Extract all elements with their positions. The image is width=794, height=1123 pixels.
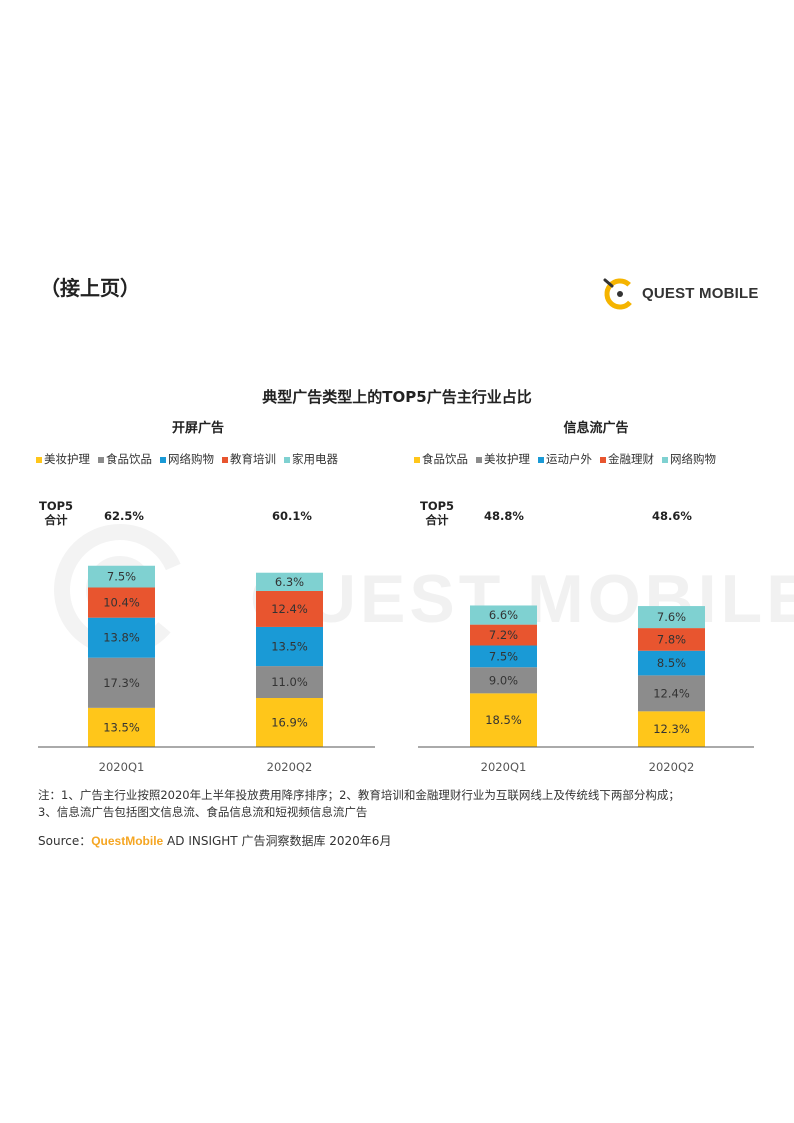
legend-swatch-1-2 <box>538 457 544 463</box>
legend-label-0-0: 美妆护理 <box>44 452 90 466</box>
source-suffix: AD INSIGHT 广告洞察数据库 2020年6月 <box>163 834 392 848</box>
bar-value-label-0-0-0: 13.5% <box>103 720 140 734</box>
quest-mobile-logo: QUEST MOBILE <box>600 272 770 316</box>
legend-label-1-1: 美妆护理 <box>484 452 530 466</box>
bar-segment-1-0-3 <box>470 624 537 646</box>
bar-value-label-1-1-1: 12.4% <box>653 686 690 700</box>
bar-value-label-1-0-2: 7.5% <box>489 649 518 663</box>
legend-swatch-1-0 <box>414 457 420 463</box>
bar-segment-1-0-0 <box>470 693 537 747</box>
legend-label-0-3: 教育培训 <box>230 452 276 466</box>
x-tick-label-0-0: 2020Q1 <box>99 760 145 774</box>
footnote: 注：1、广告主行业按照2020年上半年投放费用降序排序；2、教育培训和金融理财行… <box>38 787 680 821</box>
bar-value-label-1-0-1: 9.0% <box>489 673 518 687</box>
legend-label-0-4: 家用电器 <box>292 452 338 466</box>
total-label-0-0: TOP5 <box>39 499 73 513</box>
total-value-0-0: 62.5% <box>104 509 144 523</box>
bar-segment-0-1-2 <box>256 626 323 667</box>
bar-segment-0-0-2 <box>88 617 155 658</box>
legend-swatch-1-4 <box>662 457 668 463</box>
bar-segment-1-1-3 <box>638 628 705 651</box>
chart-subtitle-1: 信息流广告 <box>563 420 628 436</box>
chart-main-title: 典型广告类型上的TOP5广告主行业占比 <box>262 388 532 406</box>
bar-segment-1-0-2 <box>470 645 537 668</box>
bar-value-label-0-0-3: 10.4% <box>103 596 140 610</box>
footnote-line-2: 3、信息流广告包括图文信息流、食品信息流和短视频信息流广告 <box>38 805 368 819</box>
legend-label-0-2: 网络购物 <box>168 452 214 466</box>
total-label-0-1: 合计 <box>45 513 68 527</box>
bar-value-label-1-0-3: 7.2% <box>489 628 518 642</box>
legend-label-1-0: 食品饮品 <box>422 452 468 466</box>
bar-value-label-0-0-4: 7.5% <box>107 570 136 584</box>
bar-segment-1-0-4 <box>470 605 537 625</box>
legend-label-0-1: 食品饮品 <box>106 452 152 466</box>
legend-swatch-0-4 <box>284 457 290 463</box>
legend-swatch-0-3 <box>222 457 228 463</box>
bar-value-label-1-0-0: 18.5% <box>485 713 522 727</box>
source-brand: QuestMobile <box>91 834 164 848</box>
total-label-1-0: TOP5 <box>420 499 454 513</box>
x-tick-label-0-1: 2020Q2 <box>267 760 313 774</box>
bar-value-label-0-1-2: 13.5% <box>271 640 308 654</box>
bar-segment-0-0-4 <box>88 565 155 588</box>
legend-swatch-0-0 <box>36 457 42 463</box>
logo-text: QUEST MOBILE <box>642 285 759 302</box>
chart-subtitle-0: 开屏广告 <box>172 420 224 436</box>
bar-segment-0-0-3 <box>88 587 155 618</box>
total-label-1-1: 合计 <box>426 513 449 527</box>
legend-swatch-1-3 <box>600 457 606 463</box>
bar-segment-0-1-0 <box>256 697 323 747</box>
bar-value-label-1-1-3: 7.8% <box>657 632 686 646</box>
bar-segment-0-0-0 <box>88 707 155 747</box>
bar-value-label-1-1-0: 12.3% <box>653 722 690 736</box>
x-tick-label-1-1: 2020Q2 <box>649 760 695 774</box>
legend-label-1-4: 网络购物 <box>670 452 716 466</box>
total-value-1-0: 48.8% <box>484 509 524 523</box>
total-value-1-1: 48.6% <box>652 509 692 523</box>
legend-label-1-2: 运动户外 <box>546 452 592 466</box>
logo-icon <box>603 278 636 310</box>
total-value-0-1: 60.1% <box>272 509 312 523</box>
bar-segment-0-1-3 <box>256 590 323 627</box>
x-tick-label-1-0: 2020Q1 <box>481 760 527 774</box>
bar-segment-1-1-4 <box>638 606 705 629</box>
bar-value-label-1-1-2: 8.5% <box>657 656 686 670</box>
footnote-line-1: 注：1、广告主行业按照2020年上半年投放费用降序排序；2、教育培训和金融理财行… <box>38 788 680 802</box>
source-prefix: Source： <box>38 834 92 848</box>
bar-value-label-0-1-4: 6.3% <box>275 575 304 589</box>
source-line: Source：QuestMobile AD INSIGHT 广告洞察数据库 20… <box>38 832 391 849</box>
bar-segment-1-1-0 <box>638 711 705 747</box>
bar-segment-1-0-1 <box>470 667 537 694</box>
bar-segment-0-0-1 <box>88 657 155 708</box>
bar-value-label-0-0-2: 13.8% <box>103 631 140 645</box>
bar-value-label-0-1-1: 11.0% <box>271 675 308 689</box>
legend-swatch-0-1 <box>98 457 104 463</box>
bar-segment-0-1-4 <box>256 572 323 591</box>
bar-value-label-1-1-4: 7.6% <box>657 610 686 624</box>
bar-segment-1-1-1 <box>638 675 705 712</box>
bar-value-label-1-0-4: 6.6% <box>489 608 518 622</box>
bar-segment-0-1-1 <box>256 666 323 698</box>
bar-value-label-0-1-3: 12.4% <box>271 602 308 616</box>
legend-swatch-0-2 <box>160 457 166 463</box>
bar-value-label-0-1-0: 16.9% <box>271 715 308 729</box>
legend-swatch-1-1 <box>476 457 482 463</box>
legend-label-1-3: 金融理财 <box>608 452 654 466</box>
bar-segment-1-1-2 <box>638 650 705 676</box>
bar-value-label-0-0-1: 17.3% <box>103 676 140 690</box>
continued-label: （接上页） <box>40 276 140 300</box>
